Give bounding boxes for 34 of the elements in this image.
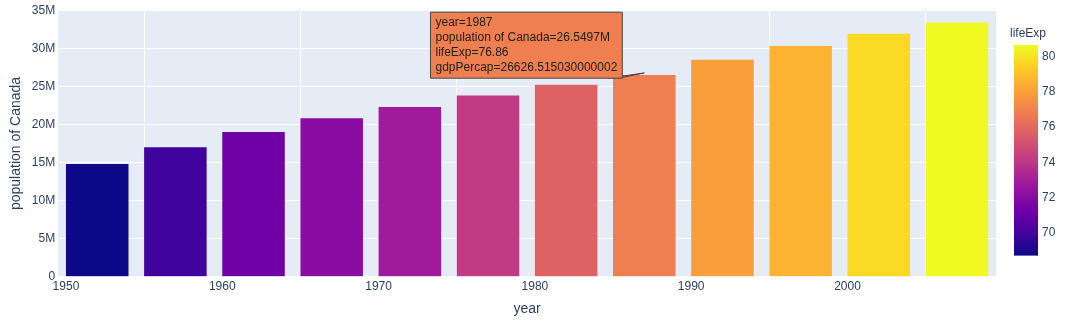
x-tick-label: 1960 [208,279,236,294]
bar [925,22,989,277]
x-tick-label: 1950 [52,279,80,294]
x-tick-label: 1980 [521,279,549,294]
y-tick-label: 30M [31,40,56,55]
bar [222,132,285,277]
color-bar-label: 72 [1042,189,1056,204]
y-tick-label: 25M [31,78,56,93]
x-tick-label: 2000 [834,279,862,294]
color-bar-label: 78 [1042,84,1056,99]
x-tick-label: 1990 [677,279,705,294]
y-axis-title: population of Canada [7,76,24,211]
color-bar-label: 76 [1042,119,1056,134]
x-tick-label: 1970 [365,279,393,294]
color-bar-label: 70 [1042,225,1056,240]
bar [847,33,911,277]
color-bar-title: lifeExp [1010,26,1047,41]
y-tick-label: 5M [38,231,56,246]
y-tick-label: 10M [31,192,56,207]
bar [691,59,754,277]
y-tick-label: 20M [31,116,56,131]
color-bar-label: 80 [1042,48,1056,63]
color-bar-label: 74 [1042,154,1056,169]
y-tick-label: 15M [31,154,56,169]
bar [300,118,363,277]
bar [769,46,832,277]
bar [456,95,520,277]
bar [534,84,598,277]
bar [144,147,207,277]
x-axis-title: year [513,300,542,317]
bar [65,164,129,277]
y-tick-label: 35M [31,2,56,17]
annotation: year=1987 population of Canada=26.5497M lifeExp=76.86 gdpPercap=26626.515030000002 [435,14,618,74]
bar [378,106,442,277]
